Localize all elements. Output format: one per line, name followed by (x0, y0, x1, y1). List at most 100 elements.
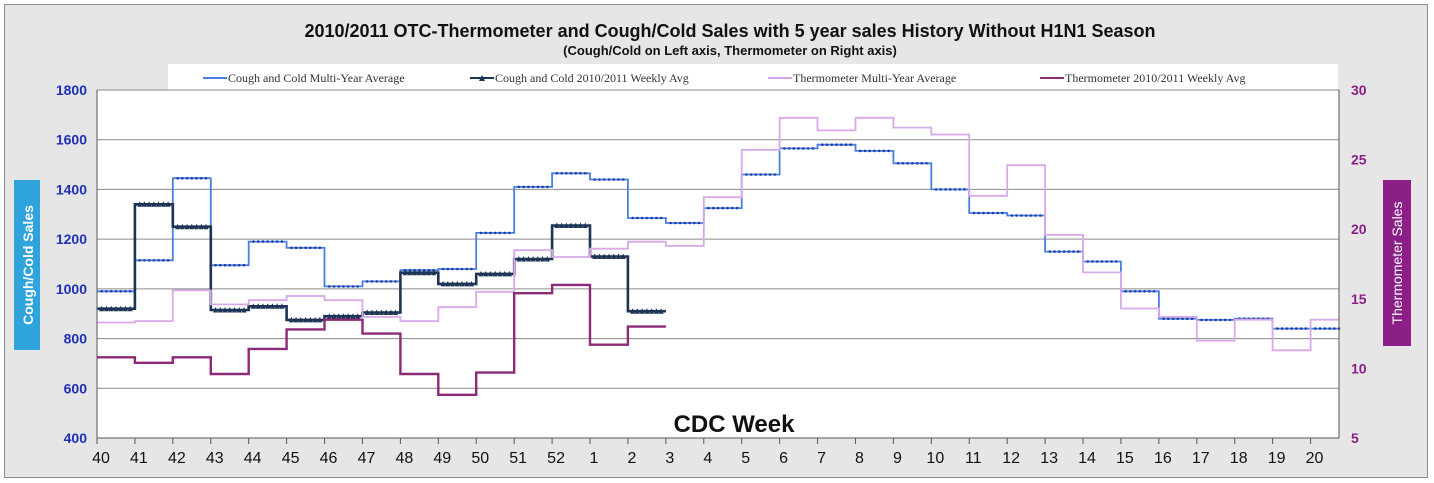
series-point (99, 305, 105, 312)
series-point (634, 308, 640, 314)
series-point (213, 307, 218, 313)
series-point (1285, 327, 1289, 330)
series-point (849, 143, 852, 146)
series-point (678, 221, 682, 225)
series-point (783, 147, 786, 150)
series-point (497, 270, 503, 277)
series-point (152, 259, 156, 262)
series-point (1039, 214, 1042, 217)
series-point (1200, 318, 1203, 322)
series-point (996, 211, 999, 215)
y-right-tick-label: 25 (1351, 152, 1367, 168)
series-point (1176, 317, 1180, 321)
series-point (674, 221, 677, 225)
series-point (730, 206, 734, 210)
series-point (346, 285, 350, 288)
series-point (1148, 290, 1151, 293)
series-point (181, 176, 184, 180)
x-tick-label: 12 (1002, 450, 1020, 467)
series-point (830, 143, 834, 146)
right-axis-label: Thermometer Sales (1389, 202, 1405, 325)
series-point (1086, 260, 1090, 263)
series-point (156, 201, 162, 207)
series-point (522, 185, 525, 189)
series-point (521, 256, 527, 262)
series-point (749, 173, 753, 176)
series-point (546, 185, 549, 189)
series-point (219, 263, 222, 267)
series-point (797, 147, 800, 150)
series-point (527, 185, 530, 189)
series-point (108, 305, 114, 312)
series-point (484, 231, 488, 235)
series-point (540, 256, 546, 262)
series-point (1091, 260, 1094, 263)
series-point (307, 316, 313, 323)
series-point (716, 206, 720, 210)
series-point (450, 280, 455, 287)
series-point (1110, 260, 1113, 263)
series-point (128, 290, 132, 293)
series-point (873, 149, 876, 153)
series-point (185, 176, 189, 180)
left-axis-label-background (14, 180, 40, 350)
series-point (1228, 318, 1232, 322)
series-point (669, 221, 672, 225)
series-point (332, 285, 336, 288)
series-point (506, 270, 512, 277)
series-point (630, 308, 636, 314)
x-tick-label: 51 (509, 450, 527, 467)
series-point (1167, 317, 1170, 321)
series-point (492, 270, 498, 277)
series-point (554, 222, 560, 228)
series-point (456, 267, 459, 271)
series-point (806, 147, 810, 150)
series-point (944, 188, 947, 191)
series-point (649, 308, 655, 314)
series-point (644, 308, 650, 314)
series-point (166, 259, 170, 262)
series-point (759, 173, 762, 176)
series-point (1001, 211, 1004, 215)
series-point (582, 222, 588, 228)
series-point (157, 259, 160, 262)
series-point (697, 221, 701, 225)
series-point (920, 162, 924, 165)
series-point (190, 176, 194, 180)
series-point (227, 307, 233, 313)
series-point (911, 162, 914, 165)
x-tick-label: 48 (395, 450, 413, 467)
series-point (707, 206, 710, 210)
series-point (184, 223, 190, 230)
series-point (165, 201, 171, 207)
series-point (440, 280, 446, 287)
series-point (279, 303, 285, 309)
series-point (304, 246, 307, 250)
series-point (266, 240, 270, 243)
series-line (97, 283, 666, 396)
series-point (412, 269, 418, 276)
series-point (1024, 214, 1028, 217)
series-point (650, 216, 653, 220)
series-point (203, 223, 209, 230)
x-tick-label: 45 (282, 450, 300, 467)
x-tick-label: 7 (817, 450, 826, 467)
series-point (787, 147, 791, 150)
series-point (915, 162, 919, 165)
series-point (303, 316, 309, 323)
series-point (313, 246, 317, 250)
series-point (882, 149, 886, 153)
series-point (464, 280, 470, 287)
series-point (345, 313, 351, 319)
series-point (573, 222, 579, 228)
series-point (445, 280, 451, 287)
series-point (1114, 260, 1118, 263)
series-point (982, 211, 985, 215)
y-right-tick-label: 30 (1351, 82, 1367, 98)
series-point (683, 221, 687, 225)
series-point (1290, 327, 1293, 330)
legend-label: Thermometer 2010/2011 Weekly Avg (1065, 71, 1245, 85)
series-point (275, 240, 279, 243)
series-point (271, 240, 274, 243)
series-point (250, 303, 256, 309)
